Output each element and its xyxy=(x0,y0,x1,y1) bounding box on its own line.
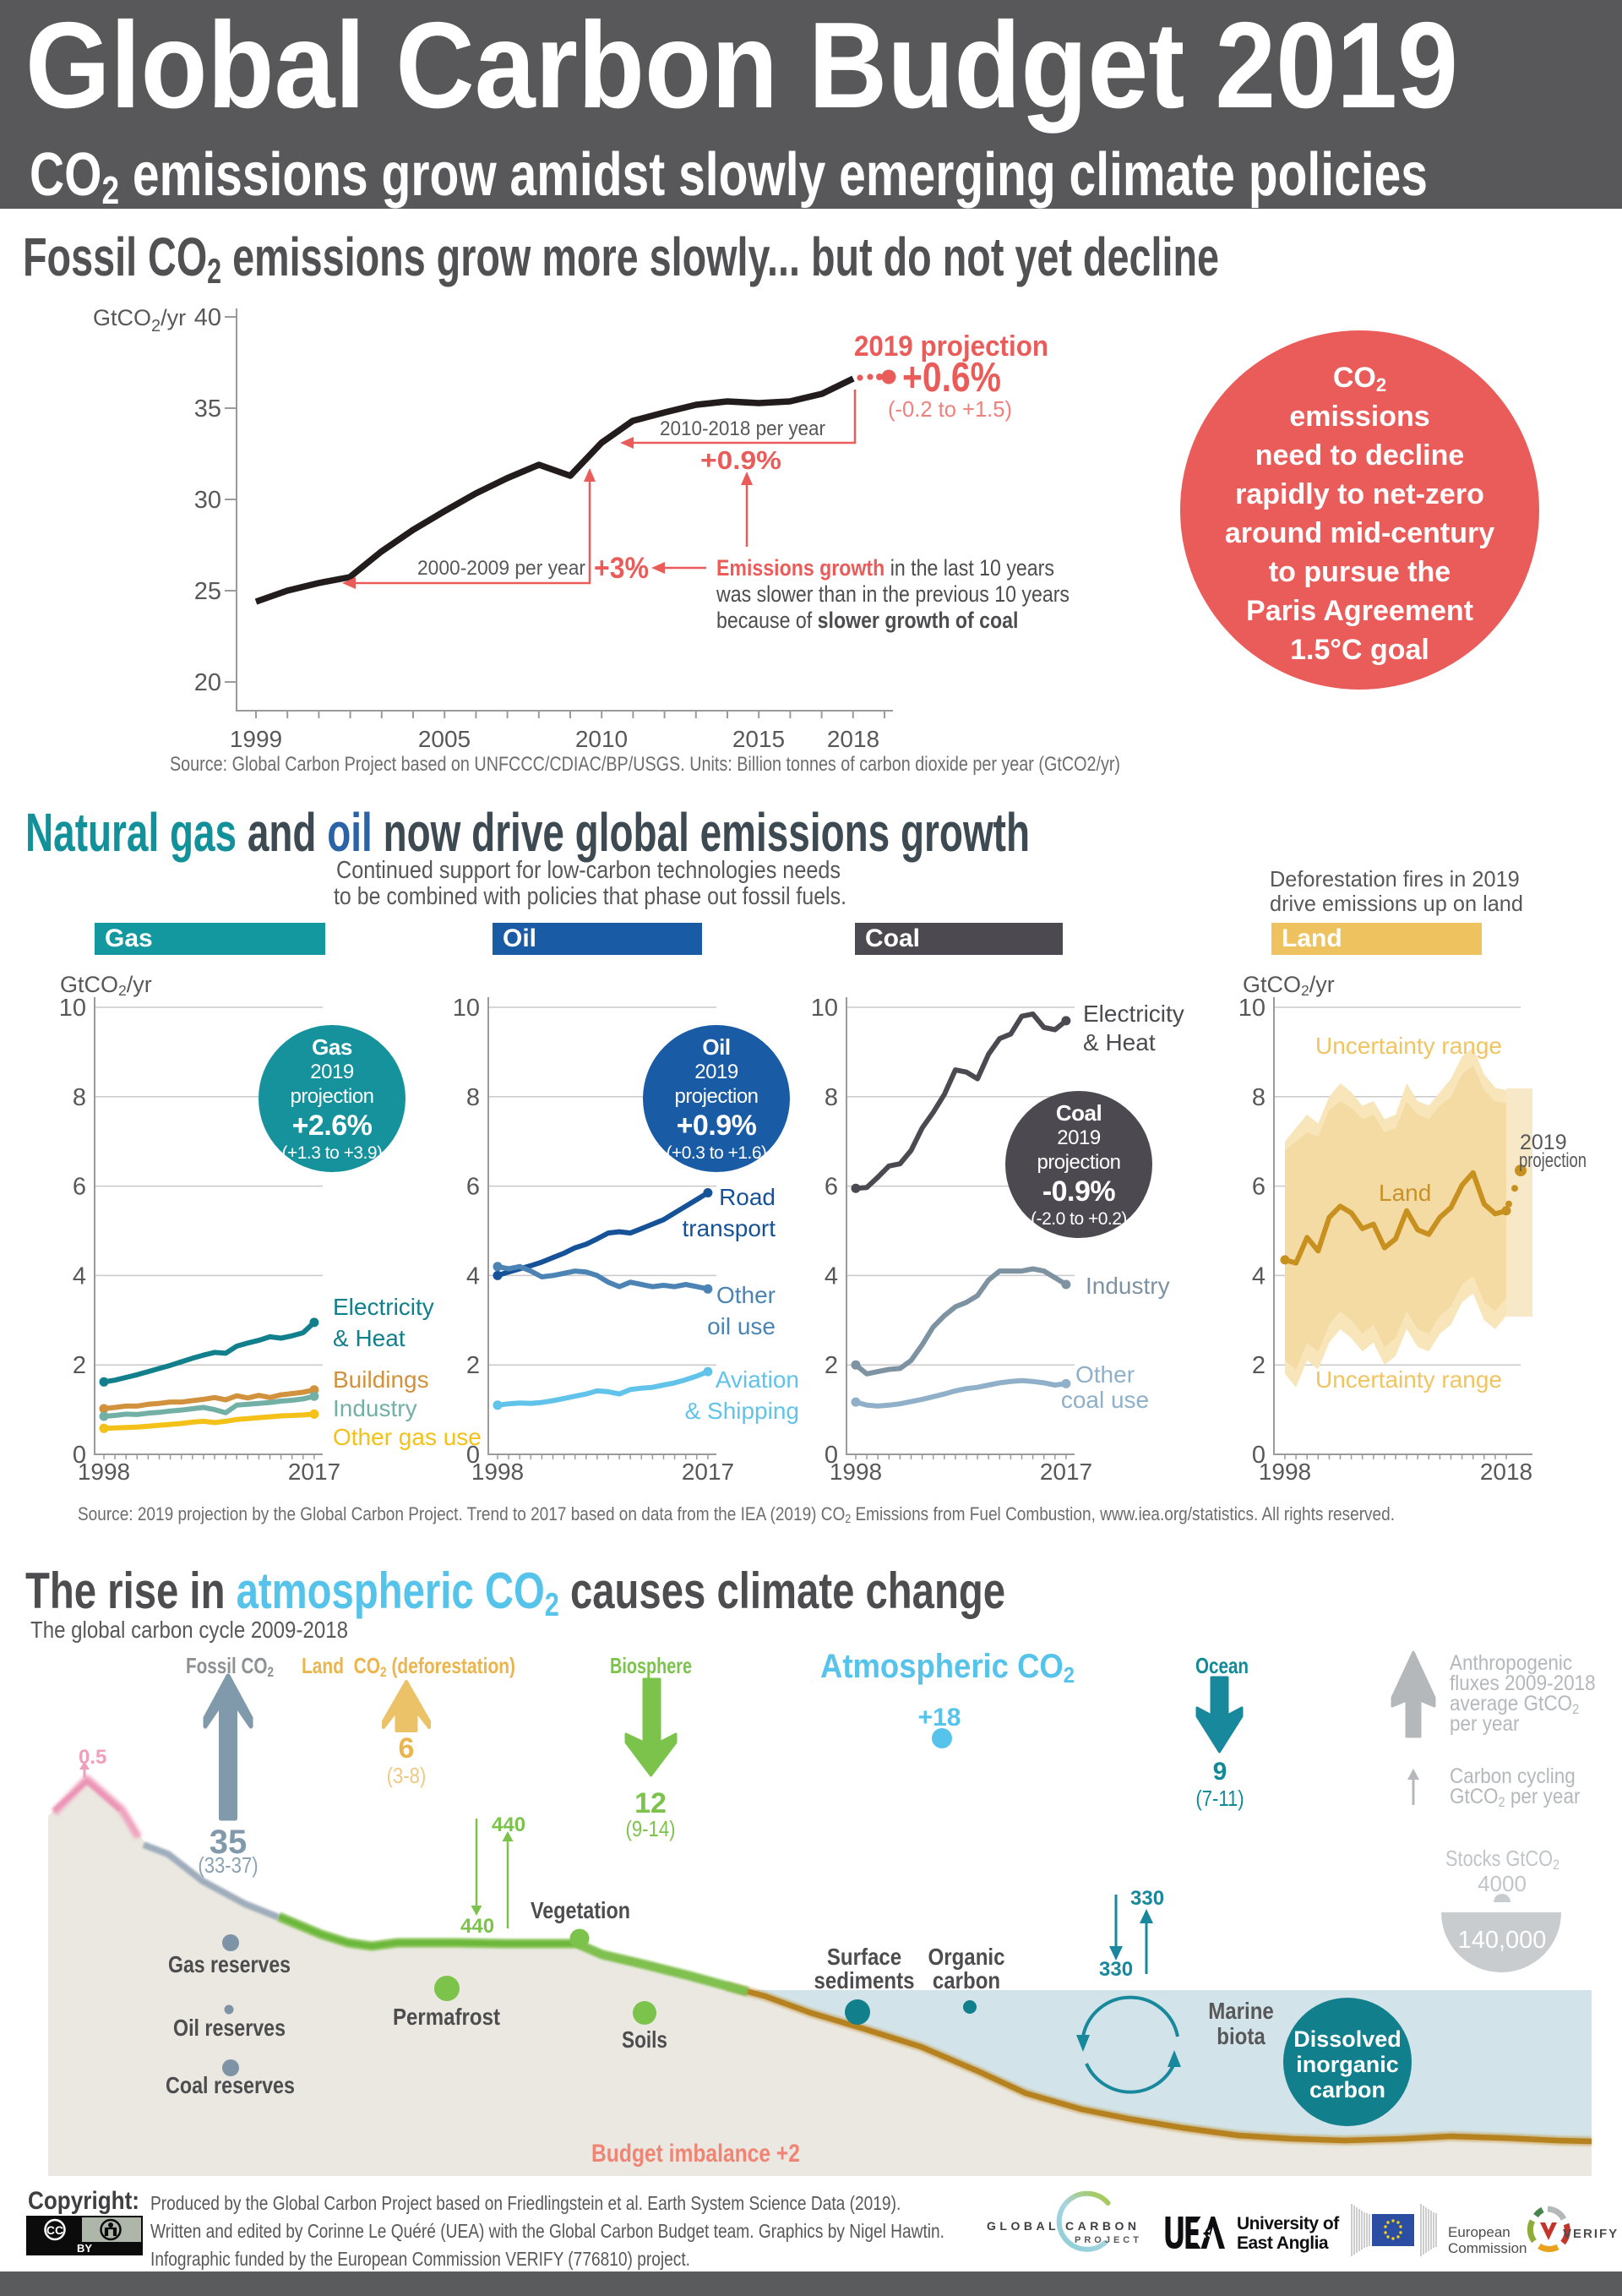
svg-text:10: 10 xyxy=(59,995,86,1022)
svg-text:University of: University of xyxy=(1237,2214,1340,2233)
svg-text:2: 2 xyxy=(466,1352,480,1379)
svg-text:10: 10 xyxy=(1238,995,1265,1022)
svg-text:0: 0 xyxy=(73,1442,86,1469)
svg-text:PROJECT: PROJECT xyxy=(1075,2235,1142,2245)
svg-text:BY: BY xyxy=(77,2242,92,2255)
svg-text:CARBON: CARBON xyxy=(1065,2219,1140,2233)
svg-text:2: 2 xyxy=(73,1352,86,1379)
svg-text:1998: 1998 xyxy=(78,1459,130,1485)
svg-text:0: 0 xyxy=(825,1442,838,1469)
svg-text:1998: 1998 xyxy=(471,1459,524,1485)
svg-text:35: 35 xyxy=(194,395,221,423)
svg-text:25: 25 xyxy=(194,578,221,605)
svg-text:10: 10 xyxy=(453,995,480,1022)
svg-text:East Anglia: East Anglia xyxy=(1237,2233,1329,2253)
svg-text:2017: 2017 xyxy=(682,1459,734,1485)
svg-text:6: 6 xyxy=(825,1174,838,1201)
svg-text:2: 2 xyxy=(825,1352,838,1379)
svg-text:20: 20 xyxy=(194,669,221,696)
svg-text:1999: 1999 xyxy=(230,726,282,752)
svg-text:10: 10 xyxy=(811,995,838,1022)
svg-text:VERIFY: VERIFY xyxy=(1563,2227,1619,2241)
svg-text:0: 0 xyxy=(466,1442,480,1469)
svg-text:0: 0 xyxy=(1252,1442,1265,1469)
svg-text:1998: 1998 xyxy=(1259,1459,1311,1485)
svg-text:GLOBAL: GLOBAL xyxy=(987,2219,1059,2233)
svg-text:8: 8 xyxy=(1252,1084,1265,1111)
svg-text:GtCO2/yr: GtCO2/yr xyxy=(93,305,186,335)
svg-text:2018: 2018 xyxy=(827,726,879,752)
svg-text:1998: 1998 xyxy=(830,1459,882,1485)
svg-text:8: 8 xyxy=(466,1084,480,1111)
svg-text:Commission: Commission xyxy=(1448,2240,1527,2256)
svg-text:2017: 2017 xyxy=(288,1459,340,1485)
svg-text:6: 6 xyxy=(466,1174,480,1201)
svg-text:2005: 2005 xyxy=(418,726,471,752)
svg-text:6: 6 xyxy=(73,1174,86,1201)
svg-text:6: 6 xyxy=(1252,1174,1265,1201)
svg-text:8: 8 xyxy=(73,1084,86,1111)
svg-text:8: 8 xyxy=(825,1084,838,1111)
svg-text:2017: 2017 xyxy=(1040,1459,1092,1485)
svg-text:2018: 2018 xyxy=(1480,1459,1532,1485)
svg-text:40: 40 xyxy=(194,304,221,331)
svg-text:CC: CC xyxy=(46,2223,63,2237)
svg-text:4: 4 xyxy=(73,1263,86,1290)
svg-text:European: European xyxy=(1448,2224,1510,2240)
svg-text:30: 30 xyxy=(194,487,221,514)
svg-text:4: 4 xyxy=(466,1263,480,1290)
svg-text:4: 4 xyxy=(825,1263,838,1290)
svg-text:4: 4 xyxy=(1252,1263,1265,1290)
svg-text:2015: 2015 xyxy=(732,726,785,752)
svg-text:2: 2 xyxy=(1252,1352,1265,1379)
svg-text:2010: 2010 xyxy=(575,726,628,752)
